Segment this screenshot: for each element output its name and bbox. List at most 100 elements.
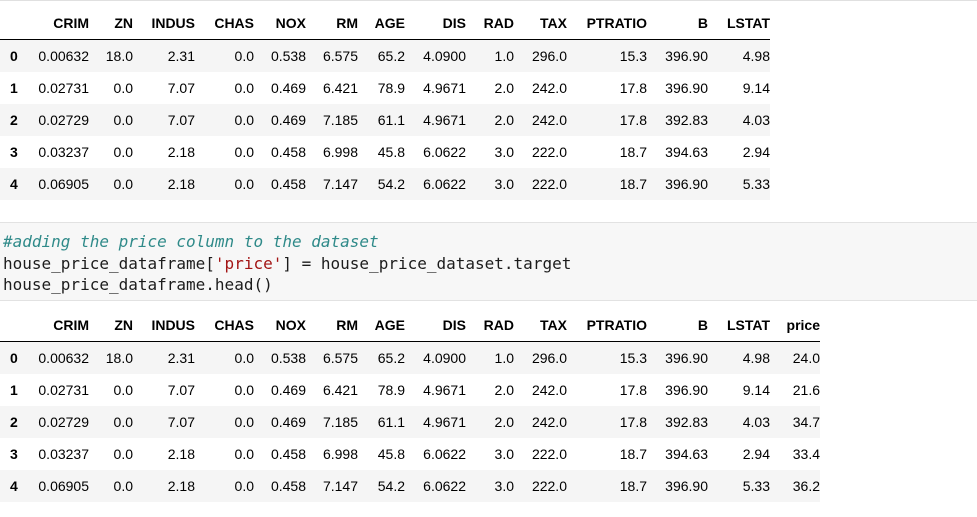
table-cell: 0.02731 xyxy=(38,80,89,96)
table-cell: 396.90 xyxy=(665,48,708,64)
table-cell: 2.0 xyxy=(494,414,514,430)
table-row: 4 0.06905 0.0 2.18 0.0 0.458 7.147 54.2 … xyxy=(0,470,820,502)
table-cell: 18.0 xyxy=(105,350,133,366)
table-cell: 3.0 xyxy=(494,478,514,494)
table-cell: 4.98 xyxy=(742,48,770,64)
table-cell: 7.147 xyxy=(322,478,358,494)
column-header: RAD xyxy=(466,310,514,342)
table-cell: 9.14 xyxy=(742,382,770,398)
table-cell: 396.90 xyxy=(665,382,708,398)
table-cell: 392.83 xyxy=(665,112,708,128)
table-cell: 17.8 xyxy=(619,414,647,430)
table-cell: 18.7 xyxy=(619,478,647,494)
table-cell: 0.0 xyxy=(113,112,133,128)
table-cell: 0.0 xyxy=(234,446,254,462)
table-cell: 17.8 xyxy=(619,382,647,398)
table-cell: 0.538 xyxy=(270,48,306,64)
column-header: INDUS xyxy=(133,310,195,342)
row-index: 2 xyxy=(10,414,18,430)
code-cell[interactable]: #adding the price column to the dataset h… xyxy=(0,222,977,301)
table-cell: 7.07 xyxy=(167,112,195,128)
table-cell: 6.575 xyxy=(322,350,358,366)
table-header-row: CRIM ZN INDUS CHAS NOX RM AGE DIS RAD TA… xyxy=(0,310,820,342)
table-cell: 1.0 xyxy=(494,48,514,64)
table-row: 0 0.00632 18.0 2.31 0.0 0.538 6.575 65.2… xyxy=(0,39,770,72)
table-cell: 0.00632 xyxy=(38,350,89,366)
table-cell: 394.63 xyxy=(665,446,708,462)
table-row: 0 0.00632 18.0 2.31 0.0 0.538 6.575 65.2… xyxy=(0,341,820,374)
dataframe-output-2: CRIM ZN INDUS CHAS NOX RM AGE DIS RAD TA… xyxy=(0,310,820,502)
table-cell: 65.2 xyxy=(377,48,405,64)
table-cell: 2.94 xyxy=(742,144,770,160)
table-cell: 78.9 xyxy=(377,80,405,96)
table-cell: 392.83 xyxy=(665,414,708,430)
table-cell: 17.8 xyxy=(619,112,647,128)
table-cell: 0.0 xyxy=(113,446,133,462)
table-cell: 6.0622 xyxy=(423,478,466,494)
column-header-index xyxy=(0,310,25,342)
column-header: DIS xyxy=(405,310,466,342)
table-cell: 17.8 xyxy=(619,80,647,96)
table-cell: 7.07 xyxy=(167,414,195,430)
table-cell: 0.0 xyxy=(234,48,254,64)
table-row: 1 0.02731 0.0 7.07 0.0 0.469 6.421 78.9 … xyxy=(0,374,820,406)
table-cell: 2.31 xyxy=(167,48,195,64)
table-cell: 6.421 xyxy=(322,382,358,398)
column-header: TAX xyxy=(514,310,567,342)
code-text: house_price_dataframe[ xyxy=(3,253,215,273)
table-row: 2 0.02729 0.0 7.07 0.0 0.469 7.185 61.1 … xyxy=(0,104,770,136)
table-cell: 0.02731 xyxy=(38,382,89,398)
column-header: AGE xyxy=(358,8,405,40)
table-cell: 2.94 xyxy=(742,446,770,462)
table-cell: 6.998 xyxy=(322,144,358,160)
table-cell: 78.9 xyxy=(377,382,405,398)
column-header: CHAS xyxy=(195,8,254,40)
code-comment: #adding the price column to the dataset xyxy=(3,232,379,251)
table-cell: 2.0 xyxy=(494,112,514,128)
row-index: 4 xyxy=(10,176,18,192)
table-cell: 222.0 xyxy=(531,478,567,494)
table-cell: 6.0622 xyxy=(423,176,466,192)
table-cell: 242.0 xyxy=(531,112,567,128)
table-cell: 18.7 xyxy=(619,176,647,192)
table-cell: 45.8 xyxy=(377,144,405,160)
table-cell-price: 24.0 xyxy=(792,350,820,366)
column-header: NOX xyxy=(254,8,306,40)
table-cell: 396.90 xyxy=(665,80,708,96)
table-cell: 2.18 xyxy=(167,446,195,462)
table-cell: 0.03237 xyxy=(38,144,89,160)
code-editor[interactable]: #adding the price column to the dataset h… xyxy=(3,231,571,296)
code-line-2: house_price_dataframe['price'] = house_p… xyxy=(3,253,571,275)
table-cell: 15.3 xyxy=(619,350,647,366)
column-header: CRIM xyxy=(25,310,89,342)
table-cell: 18.7 xyxy=(619,144,647,160)
table-cell: 3.0 xyxy=(494,144,514,160)
row-index: 4 xyxy=(10,478,18,494)
table-cell: 4.98 xyxy=(742,350,770,366)
column-header: RM xyxy=(306,8,358,40)
table-cell: 7.07 xyxy=(167,382,195,398)
table-cell: 0.458 xyxy=(270,176,306,192)
table-cell: 242.0 xyxy=(531,382,567,398)
table-cell: 2.18 xyxy=(167,176,195,192)
table-cell: 9.14 xyxy=(742,80,770,96)
table-cell: 0.0 xyxy=(234,176,254,192)
column-header: LSTAT xyxy=(708,310,770,342)
table-cell: 396.90 xyxy=(665,478,708,494)
table-cell: 296.0 xyxy=(531,48,567,64)
table-cell: 0.00632 xyxy=(38,48,89,64)
table-cell: 2.0 xyxy=(494,382,514,398)
dataframe-table-1: CRIM ZN INDUS CHAS NOX RM AGE DIS RAD TA… xyxy=(0,8,770,200)
table-cell: 0.0 xyxy=(234,80,254,96)
table-cell: 4.9671 xyxy=(423,414,466,430)
table-cell: 61.1 xyxy=(377,112,405,128)
table-cell: 2.0 xyxy=(494,80,514,96)
table-cell: 0.458 xyxy=(270,478,306,494)
table-cell-price: 33.4 xyxy=(792,446,820,462)
table-cell: 242.0 xyxy=(531,80,567,96)
row-index: 0 xyxy=(10,350,18,366)
table-cell: 18.0 xyxy=(105,48,133,64)
table-cell: 18.7 xyxy=(619,446,647,462)
code-text: house_price_dataframe.head() xyxy=(3,275,273,294)
table-cell: 222.0 xyxy=(531,144,567,160)
